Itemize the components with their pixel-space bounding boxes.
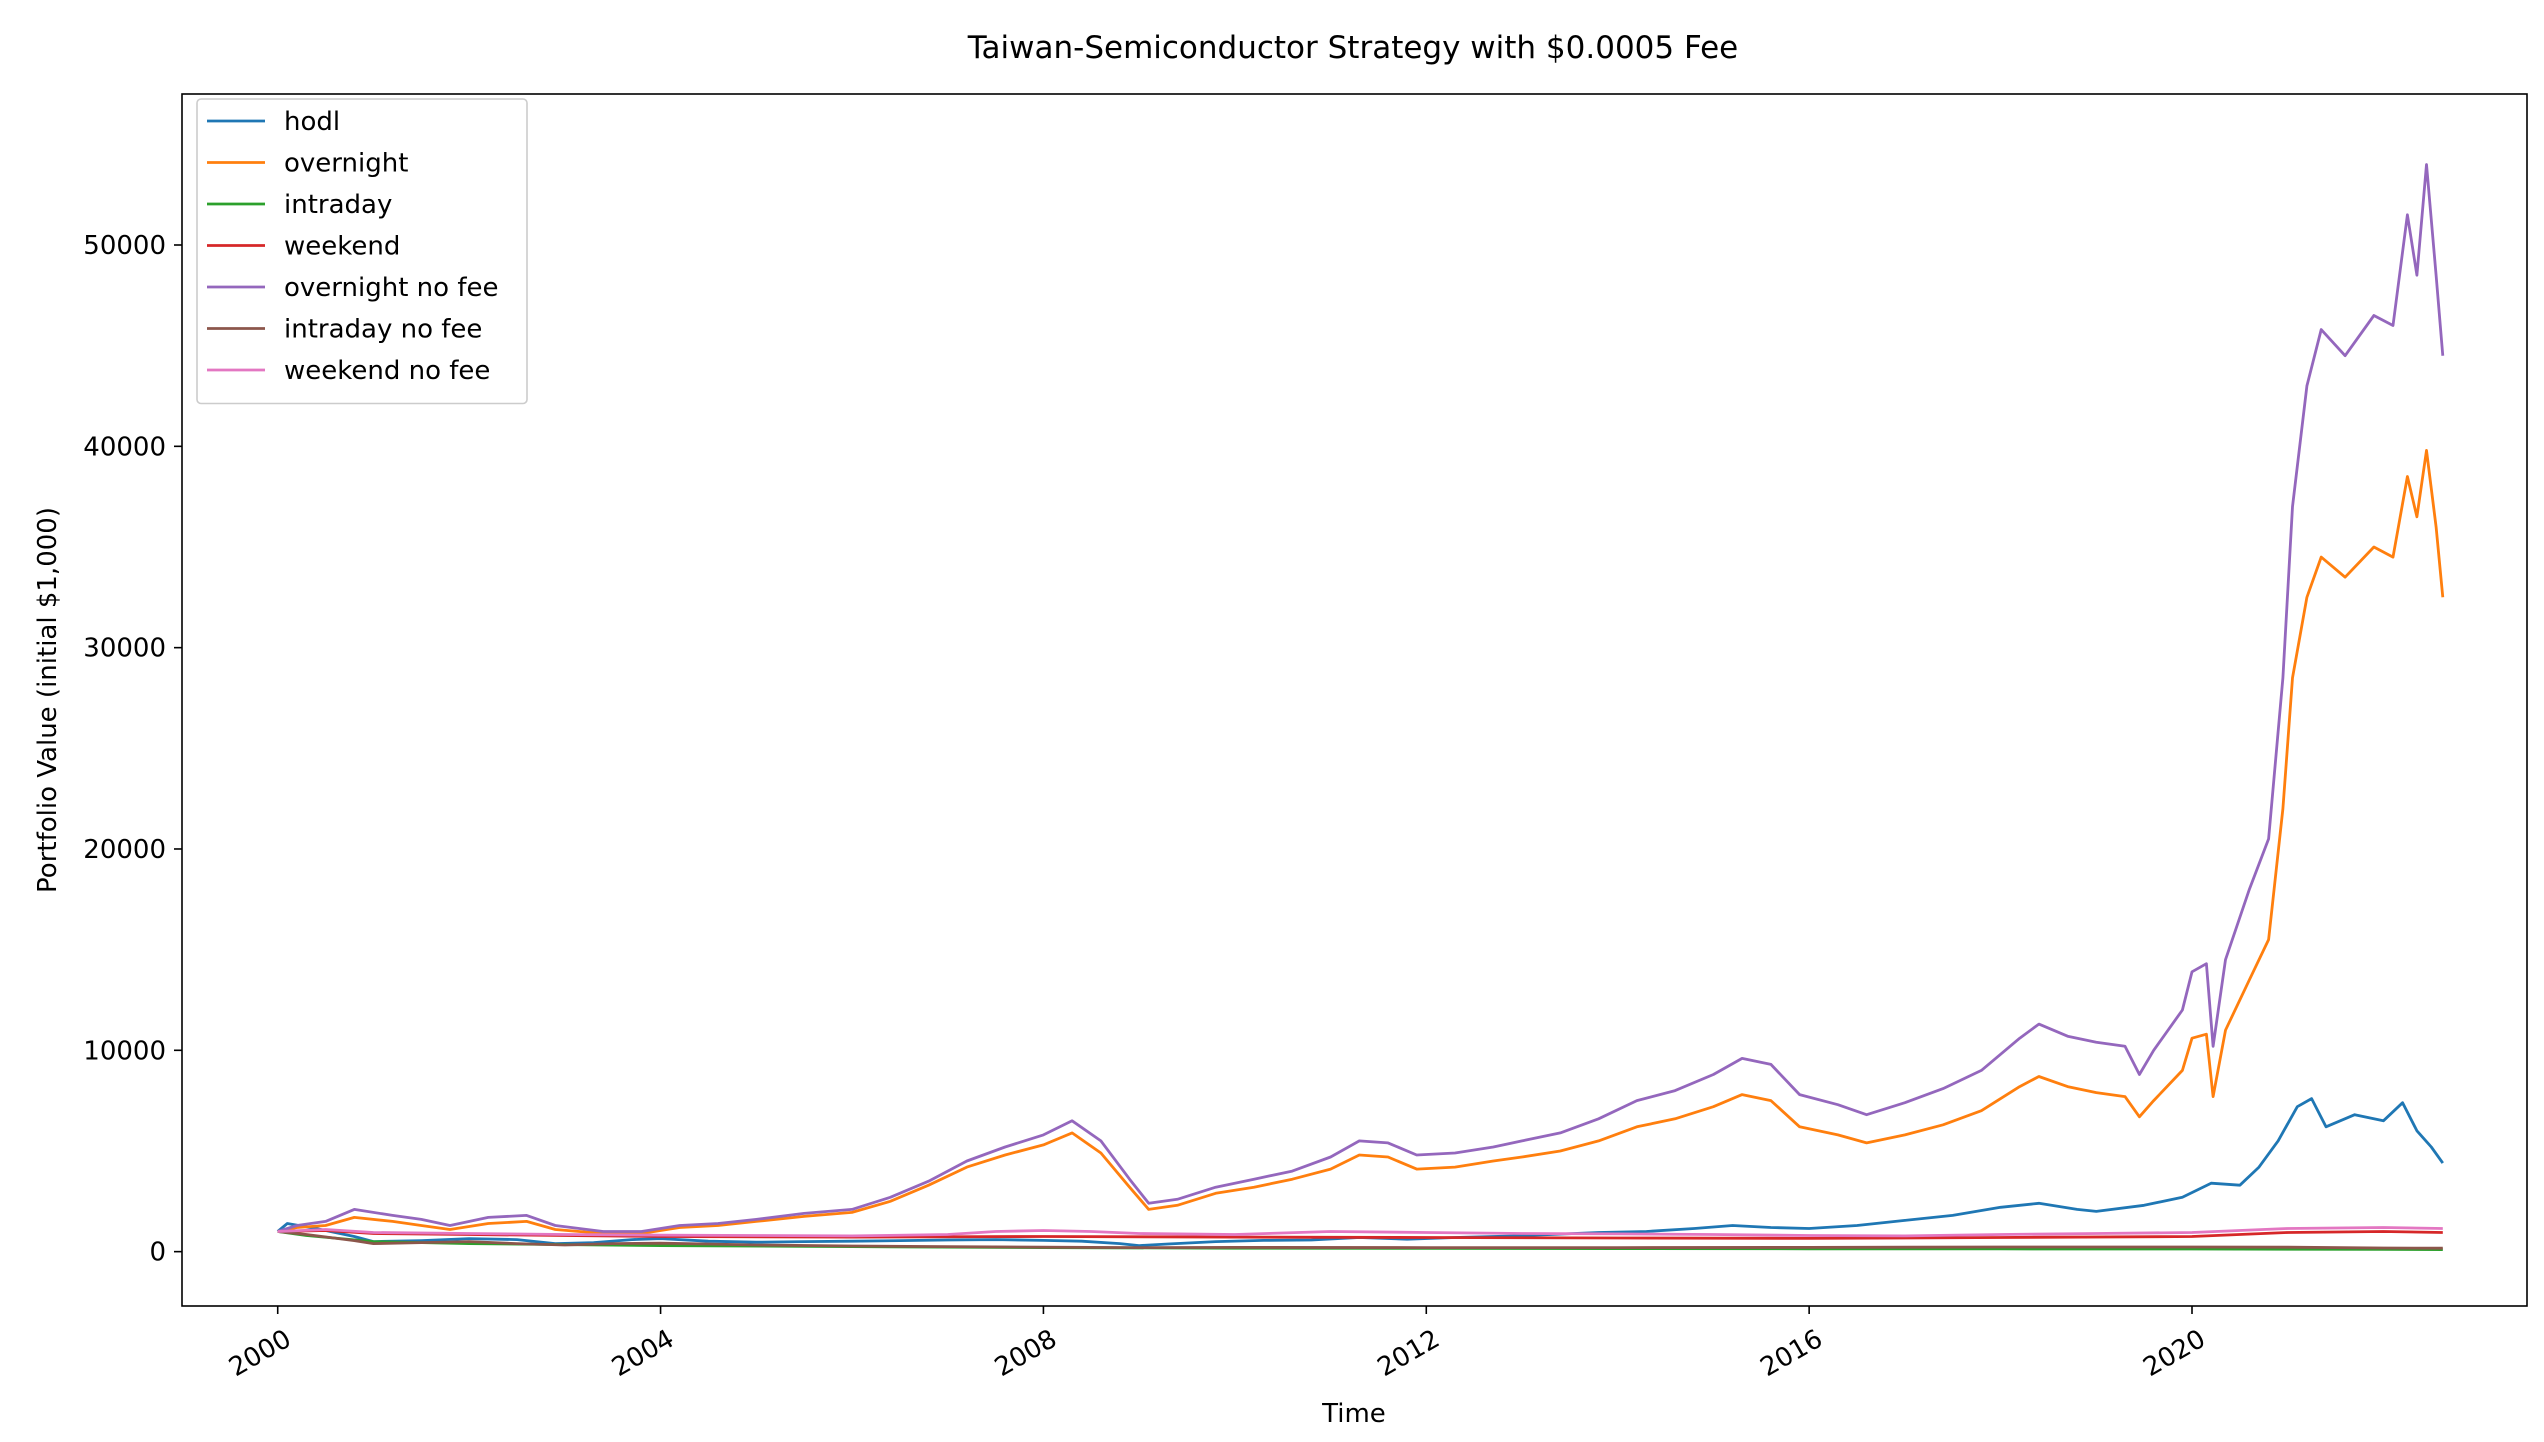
x-axis-label: Time: [1321, 1399, 1386, 1429]
y-axis: 0 10000 20000 30000 40000 50000: [83, 231, 182, 1268]
y-tick-label: 20000: [83, 835, 166, 865]
legend-label: weekend no fee: [284, 356, 490, 386]
series-line-6: [277, 1226, 2443, 1238]
y-tick-label: 50000: [83, 231, 166, 261]
legend-label: hodl: [284, 107, 340, 137]
y-tick-label: 0: [149, 1238, 166, 1268]
legend-label: overnight no fee: [284, 273, 498, 303]
legend: hodl overnight intraday weekend overnight no…: [196, 98, 528, 405]
y-tick-label: 40000: [83, 432, 166, 462]
series-line-1: [277, 449, 2445, 1235]
legend-label: intraday no fee: [284, 315, 482, 345]
legend-label: intraday: [284, 190, 392, 220]
legend-label: overnight: [284, 149, 408, 179]
series-line-4: [277, 163, 2445, 1233]
plot-frame: [181, 93, 2528, 1307]
y-axis-label: Portfolio Value (initial $1,000): [33, 507, 63, 893]
plot-area: [276, 163, 2445, 1251]
series-line-5: [277, 1230, 2443, 1250]
legend-box: [196, 98, 528, 405]
y-tick-label: 30000: [83, 634, 166, 664]
legend-label: weekend: [284, 232, 400, 262]
chart-title: Taiwan-Semiconductor Strategy with $0.00…: [967, 30, 1739, 66]
y-tick-label: 10000: [83, 1036, 166, 1066]
